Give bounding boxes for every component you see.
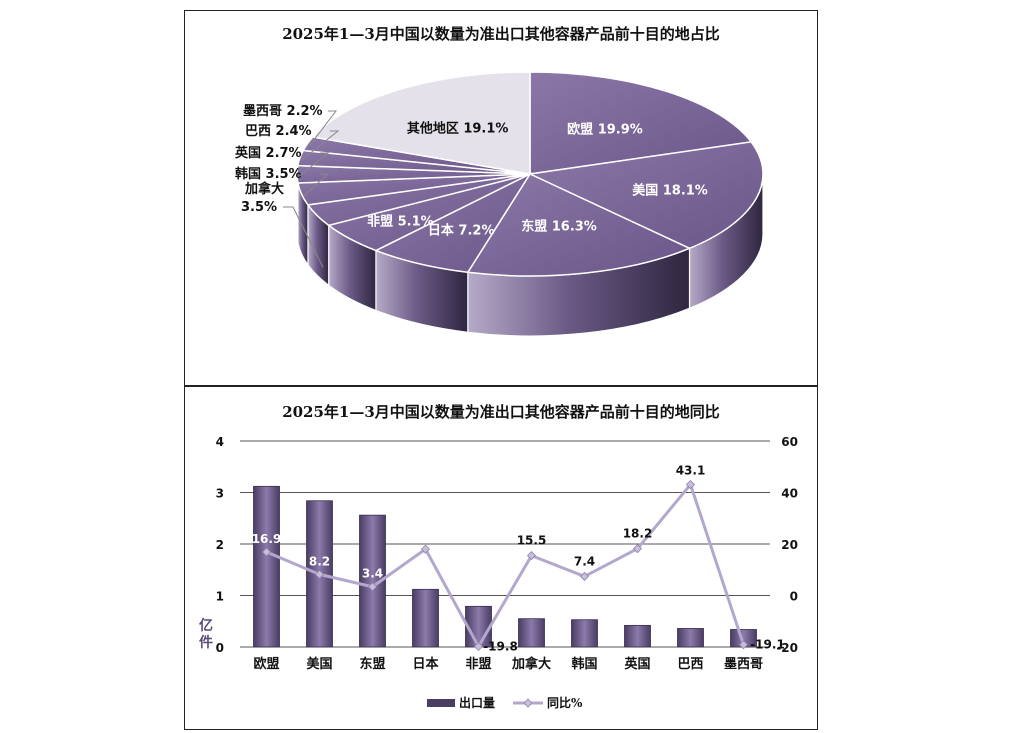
pie-label-0: 欧盟 19.9% xyxy=(567,122,643,138)
pie-title: 2025年1—3月中国以数量为准出口其他容器产品前十目的地占比 xyxy=(282,25,720,43)
y2-tick-1: 0 xyxy=(790,590,798,604)
legend-bar-swatch xyxy=(427,699,455,707)
y2-tick-3: 40 xyxy=(781,487,798,501)
yoy-point-1 xyxy=(314,569,325,579)
x-tick-5: 加拿大 xyxy=(511,656,551,672)
bar-title: 2025年1—3月中国以数量为准出口其他容器产品前十目的地同比 xyxy=(282,403,720,421)
yoy-point-5 xyxy=(526,551,537,561)
pie-leader-5 xyxy=(283,206,324,268)
x-tick-1: 美国 xyxy=(306,656,332,672)
y2-tick-2: 20 xyxy=(781,538,798,552)
bar-8 xyxy=(677,628,704,648)
y-tick-3: 3 xyxy=(216,487,224,501)
yoy-point-8 xyxy=(685,479,696,490)
yoy-label-7: 18.2 xyxy=(623,527,653,541)
y-axis-label: 亿件 xyxy=(199,617,213,651)
yoy-point-9 xyxy=(738,640,749,650)
x-tick-0: 欧盟 xyxy=(253,656,279,672)
pie-slice-3 xyxy=(374,172,533,274)
legend-line-label: 同比% xyxy=(547,695,583,710)
pie-label-4: 非盟 5.1% xyxy=(367,214,434,230)
pie-label-6: 韩国 3.5% xyxy=(235,166,302,182)
yoy-label-9: -19.1 xyxy=(750,638,785,652)
x-tick-8: 巴西 xyxy=(677,657,703,672)
pie-label-5-value: 3.5% xyxy=(241,200,277,215)
yoy-label-2: 3.4 xyxy=(362,567,383,581)
pie-label-2: 东盟 16.3% xyxy=(521,218,597,234)
bar-7 xyxy=(624,624,651,648)
y2-tick-4: 60 xyxy=(781,435,798,449)
yoy-label-4: -19.8 xyxy=(483,639,518,653)
yoy-label-8: 43.1 xyxy=(676,464,706,478)
x-tick-6: 韩国 xyxy=(571,656,597,672)
yoy-point-7 xyxy=(632,544,643,554)
legend-line-marker xyxy=(523,698,533,708)
pie-leader-8 xyxy=(301,130,340,161)
bar-5 xyxy=(518,618,545,648)
pie-label-10: 其他地区 19.1% xyxy=(407,121,509,137)
pie-label-7: 英国 2.7% xyxy=(234,145,302,161)
pie-leader-9 xyxy=(309,110,338,147)
yoy-point-3 xyxy=(420,544,431,554)
y-tick-1: 1 xyxy=(216,590,224,604)
bar-4 xyxy=(465,605,492,648)
x-tick-2: 东盟 xyxy=(359,656,385,672)
y-tick-0: 0 xyxy=(216,641,224,655)
pie-leader-6 xyxy=(303,173,330,197)
pie-label-3: 日本 7.2% xyxy=(428,223,495,239)
pie-chart: 欧盟 19.9% 美国 18.1% 东盟 16.3% 日本 7.2%非盟 5.1% 加拿… xyxy=(234,71,764,337)
x-tick-9: 墨西哥 xyxy=(724,656,763,672)
x-tick-4: 非盟 xyxy=(465,656,491,672)
pie-label-5: 加拿大 xyxy=(244,181,284,197)
pie-label-8: 巴西 2.4% xyxy=(245,124,312,139)
pie-leader-7 xyxy=(298,152,330,177)
yoy-label-0: 16.9 xyxy=(252,532,282,546)
y-tick-4: 4 xyxy=(216,435,224,449)
pie-slice-1 xyxy=(527,141,764,250)
yoy-label-5: 15.5 xyxy=(517,534,547,548)
pie-panel: 2025年1—3月中国以数量为准出口其他容器产品前十目的地占比 欧盟 19.9%… xyxy=(184,10,818,386)
bar-3 xyxy=(412,588,439,648)
bar-0 xyxy=(253,485,280,648)
bar-panel: 2025年1—3月中国以数量为准出口其他容器产品前十目的地同比 0 1 2 3 4 -20… xyxy=(184,386,818,730)
yoy-point-4 xyxy=(473,641,484,652)
y-tick-2: 2 xyxy=(216,538,224,552)
yoy-point-0 xyxy=(261,547,272,557)
pie-slice-2 xyxy=(466,173,692,277)
pie-label-1: 美国 18.1% xyxy=(632,183,708,199)
bar-6 xyxy=(571,619,598,648)
pie-slice-0 xyxy=(529,71,753,175)
legend-bar-label: 出口量 xyxy=(459,695,495,710)
x-tick-7: 英国 xyxy=(623,656,650,672)
yoy-label-6: 7.4 xyxy=(574,554,595,568)
x-tick-3: 日本 xyxy=(412,656,438,672)
y2-tick-0: -20 xyxy=(776,641,798,655)
yoy-line xyxy=(265,483,745,648)
pie-label-9: 墨西哥 2.2% xyxy=(243,103,323,119)
yoy-point-2 xyxy=(367,582,378,592)
yoy-label-1: 8.2 xyxy=(309,554,330,568)
yoy-point-6 xyxy=(579,571,590,582)
